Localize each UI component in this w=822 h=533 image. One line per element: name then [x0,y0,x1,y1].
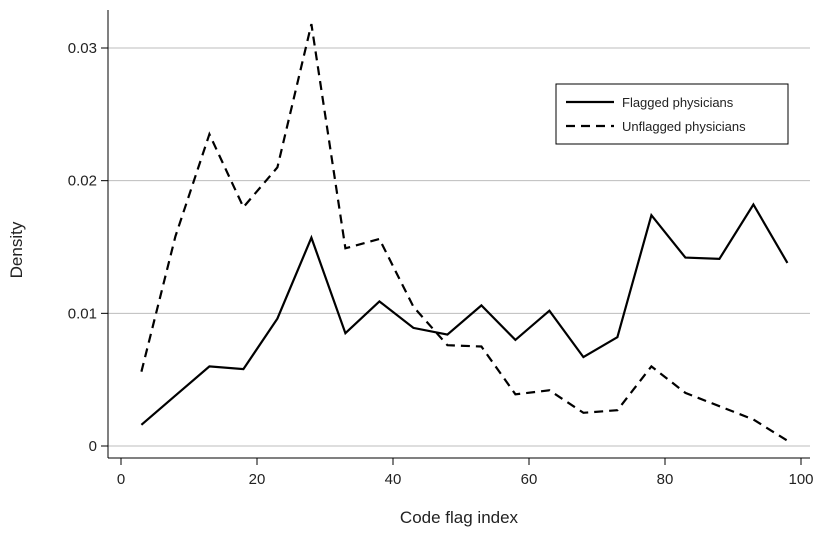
y-axis-title: Density [7,221,26,278]
x-axis-title: Code flag index [400,508,519,527]
axes: 0 0.01 0.02 0.03 0 20 40 60 80 100 [68,10,814,488]
legend: Flagged physicians Unflagged physicians [555,83,789,145]
x-tick-label: 60 [521,471,538,488]
series-line-unflagged [140,23,788,442]
x-tick-label: 40 [385,471,402,488]
x-tick-label: 80 [657,471,674,488]
series-lines [140,23,789,442]
legend-label: Flagged physicians [622,95,734,110]
series-line-flagged [140,202,789,426]
legend-label: Unflagged physicians [622,119,746,134]
x-tick-label: 0 [117,471,125,488]
x-tick-label: 20 [249,471,266,488]
legend-box [555,83,789,145]
x-tick-label: 100 [788,471,813,488]
grid-lines [108,47,810,447]
y-tick-label: 0.03 [68,40,97,57]
y-tick-label: 0.02 [68,173,97,190]
y-tick-label: 0.01 [68,305,97,322]
y-tick-label: 0 [89,438,97,455]
